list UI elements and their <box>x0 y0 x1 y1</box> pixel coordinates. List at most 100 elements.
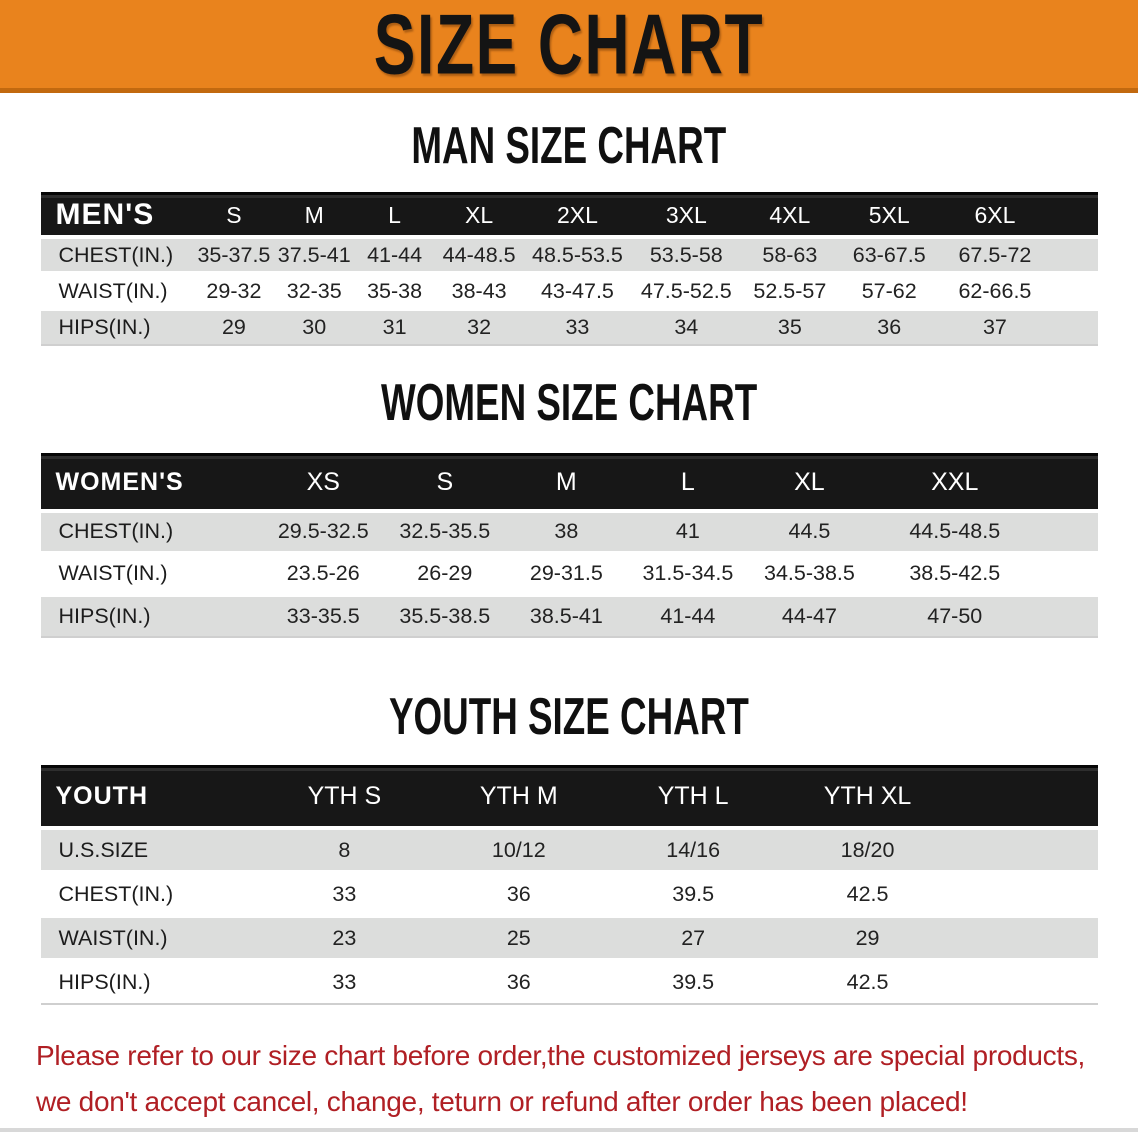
size-chart-body: MAN SIZE CHART MEN'S S M L XL 2XL 3XL 4XL 5XL 6XL… <box>0 93 1138 1125</box>
size-value-cell: 39.5 <box>605 870 781 917</box>
size-value-cell: 36 <box>431 958 606 1006</box>
size-value-cell: 34 <box>631 307 742 347</box>
section-women: WOMEN SIZE CHART WOMEN'S XS S M L XL XXL CHEST(… <box>0 346 1138 638</box>
size-column-header: 4XL <box>741 191 839 239</box>
size-value-cell: 67.5-72 <box>939 235 1050 274</box>
size-column-header: YTH M <box>431 764 606 830</box>
size-value-cell: 39.5 <box>605 958 781 1006</box>
size-value-cell: 41-44 <box>354 235 435 274</box>
size-value-cell: 32.5-35.5 <box>384 508 506 553</box>
measurement-row: U.S.SIZE 8 10/12 14/16 18/20 <box>40 826 1098 873</box>
corner-label: WOMEN'S <box>40 453 263 513</box>
size-value-cell: 32-35 <box>274 271 355 310</box>
size-value-cell: 36 <box>431 870 606 917</box>
women-size-table: WOMEN'S XS S M L XL XXL CHEST(IN.) 29.5-32.5 32.5… <box>40 453 1098 638</box>
spacer-cell <box>1049 271 1098 310</box>
youth-section-heading: YOUTH SIZE CHART <box>389 686 749 745</box>
size-value-cell: 44.5-48.5 <box>870 508 1040 553</box>
size-column-header: YTH L <box>605 764 781 830</box>
corner-label: YOUTH <box>40 764 258 830</box>
section-men: MAN SIZE CHART MEN'S S M L XL 2XL 3XL 4XL 5XL 6XL… <box>0 93 1138 347</box>
size-value-cell: 35-38 <box>354 271 435 310</box>
size-column-header: L <box>354 191 435 239</box>
spacer-cell <box>1039 592 1098 638</box>
row-label: HIPS(IN.) <box>40 307 194 347</box>
youth-size-table: YOUTH YTH S YTH M YTH L YTH XL U.S.SIZE 8 10/12… <box>40 764 1098 1006</box>
size-value-cell: 35 <box>741 307 839 347</box>
size-value-cell: 23.5-26 <box>262 550 385 595</box>
size-value-cell: 35-37.5 <box>193 235 275 274</box>
size-value-cell: 63-67.5 <box>838 235 940 274</box>
size-column-header: XS <box>262 453 385 513</box>
size-column-header: 6XL <box>939 191 1050 239</box>
size-value-cell: 43-47.5 <box>523 271 632 310</box>
size-value-cell: 58-63 <box>741 235 839 274</box>
disclaimer: Please refer to our size chart before or… <box>0 1033 1138 1125</box>
size-column-header: M <box>505 453 628 513</box>
corner-label: MEN'S <box>40 191 194 239</box>
size-value-cell: 31.5-34.5 <box>627 550 749 595</box>
size-value-cell: 29.5-32.5 <box>262 508 385 553</box>
men-size-table: MEN'S S M L XL 2XL 3XL 4XL 5XL 6XL CHEST(IN.) 35-37… <box>40 191 1098 347</box>
size-column-header: YTH XL <box>780 764 955 830</box>
size-value-cell: 33-35.5 <box>262 592 385 638</box>
size-column-header: 5XL <box>838 191 940 239</box>
size-value-cell: 44.5 <box>748 508 871 553</box>
size-value-cell: 38.5-41 <box>505 592 628 638</box>
measurement-row: HIPS(IN.) 33-35.5 35.5-38.5 38.5-41 41-44 44-… <box>40 592 1098 638</box>
size-value-cell: 37 <box>939 307 1050 347</box>
size-value-cell: 29 <box>780 914 955 961</box>
size-value-cell: 38 <box>505 508 628 553</box>
size-value-cell: 18/20 <box>780 826 955 873</box>
row-label: CHEST(IN.) <box>40 870 258 917</box>
size-value-cell: 23 <box>257 914 432 961</box>
spacer-cell <box>1049 191 1098 239</box>
size-column-header: XL <box>434 191 524 239</box>
spacer-cell <box>954 958 1098 1006</box>
size-column-header: S <box>384 453 506 513</box>
size-value-cell: 44-48.5 <box>434 235 524 274</box>
size-value-cell: 38.5-42.5 <box>870 550 1040 595</box>
spacer-cell <box>1039 453 1098 513</box>
spacer-cell <box>1049 235 1098 274</box>
spacer-cell <box>1049 307 1098 347</box>
size-value-cell: 33 <box>257 870 432 917</box>
measurement-row: CHEST(IN.) 35-37.5 37.5-41 41-44 44-48.5 48.5… <box>40 235 1098 274</box>
size-value-cell: 32 <box>434 307 524 347</box>
row-label: CHEST(IN.) <box>40 235 194 274</box>
size-value-cell: 8 <box>257 826 432 873</box>
size-value-cell: 41-44 <box>627 592 749 638</box>
table-header-row: MEN'S S M L XL 2XL 3XL 4XL 5XL 6XL <box>40 191 1098 239</box>
size-value-cell: 38-43 <box>434 271 524 310</box>
size-value-cell: 47-50 <box>870 592 1040 638</box>
size-value-cell: 29-31.5 <box>505 550 628 595</box>
men-section-heading: MAN SIZE CHART <box>411 115 727 175</box>
size-column-header: S <box>193 191 275 239</box>
table-header-row: YOUTH YTH S YTH M YTH L YTH XL <box>40 764 1098 830</box>
row-label: WAIST(IN.) <box>40 271 194 310</box>
spacer-cell <box>954 914 1098 961</box>
measurement-row: HIPS(IN.) 29 30 31 32 33 34 35 36 37 <box>40 307 1098 347</box>
size-value-cell: 36 <box>838 307 940 347</box>
size-value-cell: 48.5-53.5 <box>523 235 632 274</box>
size-value-cell: 44-47 <box>748 592 871 638</box>
size-value-cell: 27 <box>605 914 781 961</box>
size-column-header: M <box>274 191 355 239</box>
row-label: HIPS(IN.) <box>40 592 263 638</box>
size-value-cell: 52.5-57 <box>741 271 839 310</box>
size-value-cell: 57-62 <box>838 271 940 310</box>
size-column-header: YTH S <box>257 764 432 830</box>
size-value-cell: 53.5-58 <box>631 235 742 274</box>
size-value-cell: 29-32 <box>193 271 275 310</box>
measurement-row: CHEST(IN.) 33 36 39.5 42.5 <box>40 870 1098 917</box>
spacer-cell <box>954 764 1098 830</box>
size-value-cell: 41 <box>627 508 749 553</box>
row-label: CHEST(IN.) <box>40 508 263 553</box>
size-value-cell: 34.5-38.5 <box>748 550 871 595</box>
disclaimer-line-1: Please refer to our size chart before or… <box>36 1040 1086 1072</box>
size-value-cell: 42.5 <box>780 958 955 1006</box>
section-youth: YOUTH SIZE CHART YOUTH YTH S YTH M YTH L YTH… <box>0 638 1138 1006</box>
size-column-header: 2XL <box>523 191 632 239</box>
size-value-cell: 25 <box>431 914 606 961</box>
size-value-cell: 62-66.5 <box>939 271 1050 310</box>
